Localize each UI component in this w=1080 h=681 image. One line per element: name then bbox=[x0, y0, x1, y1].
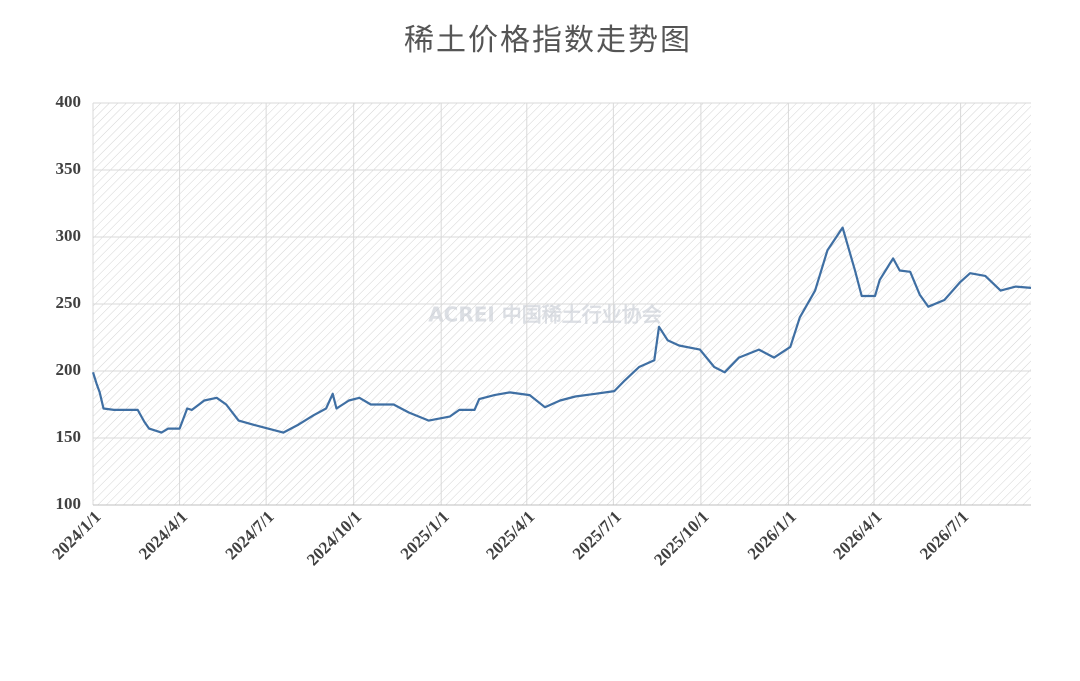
x-tick-label: 2025/1/1 bbox=[397, 507, 453, 563]
x-tick-label: 2024/10/1 bbox=[303, 507, 365, 569]
y-tick-label: 250 bbox=[56, 293, 82, 312]
y-tick-label: 200 bbox=[56, 360, 82, 379]
x-tick-label: 2025/10/1 bbox=[650, 507, 712, 569]
price-line bbox=[91, 226, 1032, 434]
x-tick-label: 2026/1/1 bbox=[744, 507, 800, 563]
x-tick-label: 2024/4/1 bbox=[135, 507, 191, 563]
y-tick-label: 100 bbox=[56, 494, 82, 513]
y-tick-label: 150 bbox=[56, 427, 82, 446]
x-tick-label: 2025/4/1 bbox=[482, 507, 538, 563]
x-tick-label: 2025/7/1 bbox=[569, 507, 625, 563]
x-tick-label: 2024/1/1 bbox=[48, 507, 104, 563]
watermark: ACREI 中国稀土行业协会 bbox=[428, 303, 662, 327]
y-tick-label: 300 bbox=[56, 226, 82, 245]
x-tick-label: 2024/7/1 bbox=[222, 507, 278, 563]
y-tick-label: 400 bbox=[56, 92, 82, 111]
x-tick-label: 2026/7/1 bbox=[916, 507, 972, 563]
chart-title: 稀土价格指数走势图 bbox=[404, 23, 692, 58]
y-tick-label: 350 bbox=[56, 159, 82, 178]
x-tick-label: 2026/4/1 bbox=[829, 507, 885, 563]
